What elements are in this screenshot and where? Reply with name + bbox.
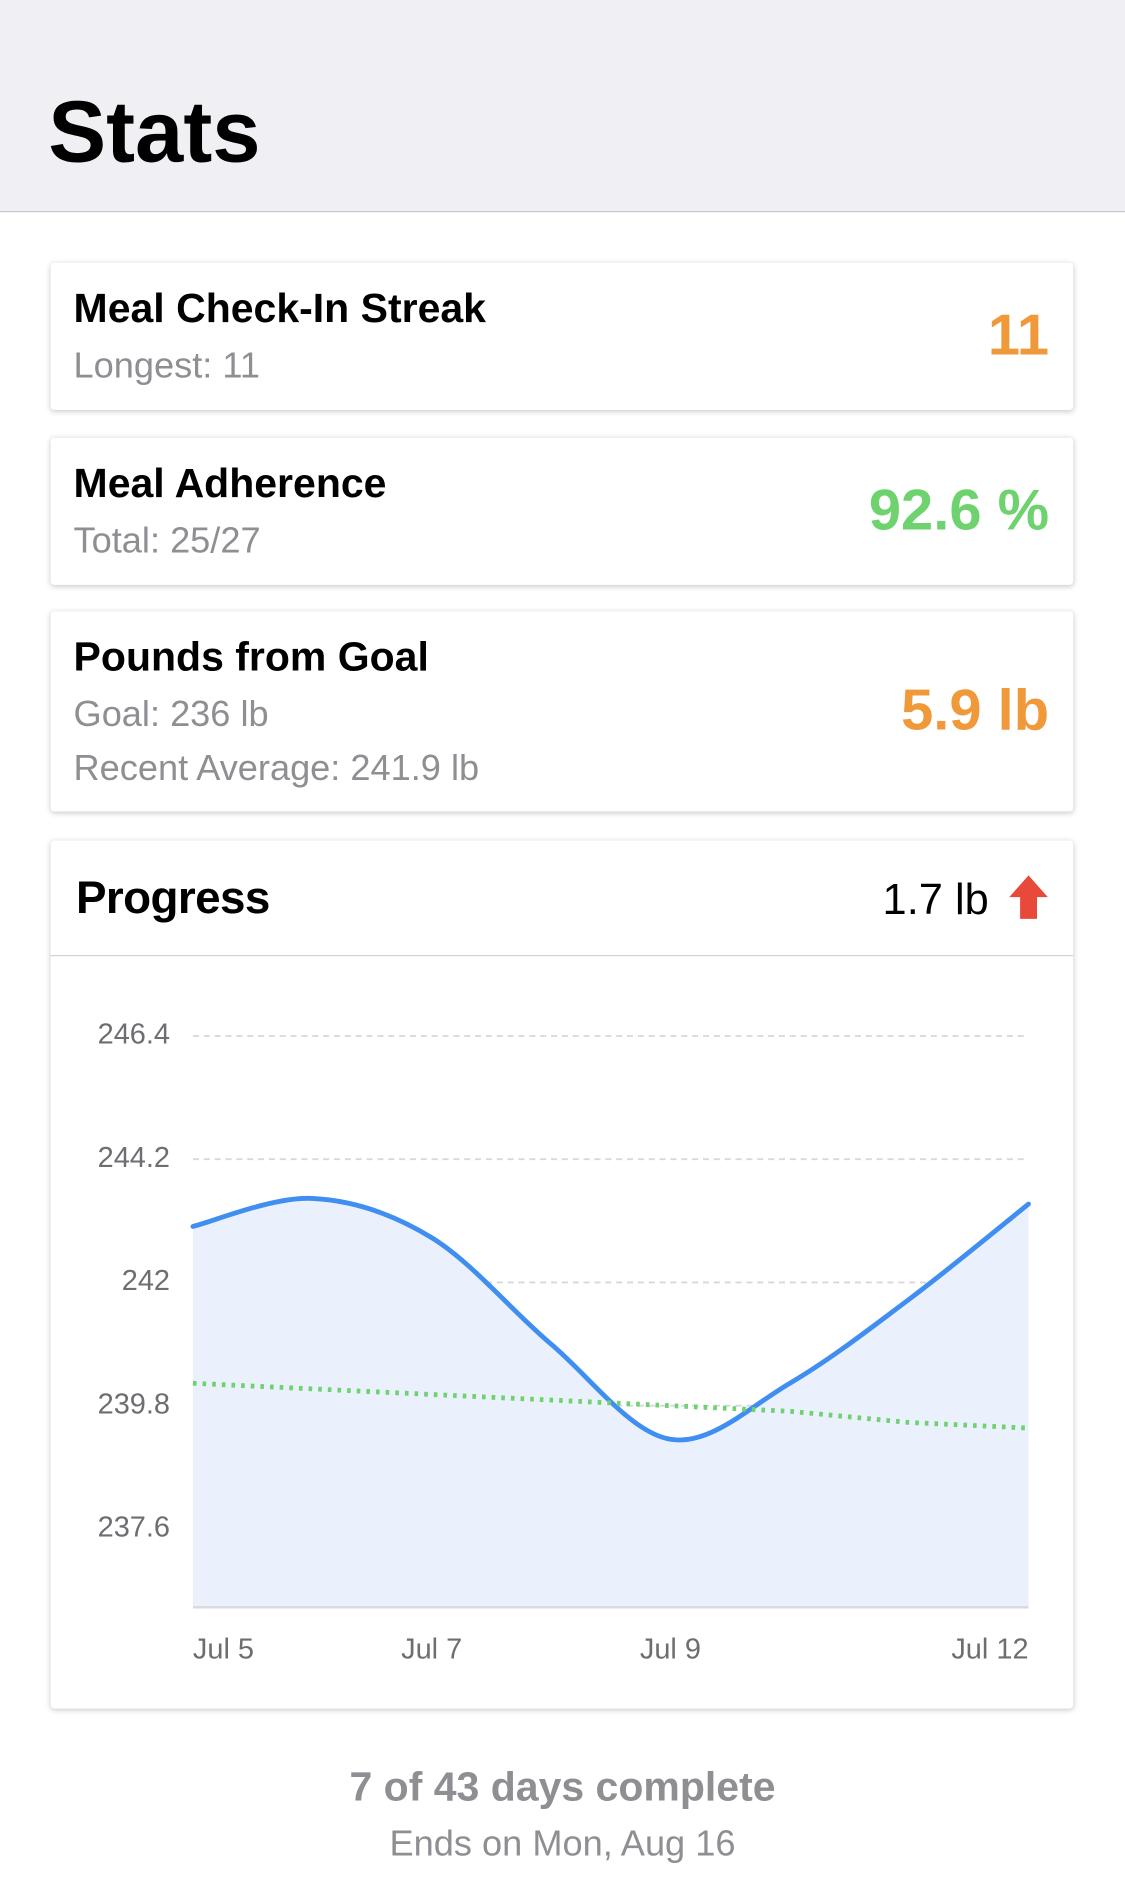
footer-status: 7 of 43 days complete xyxy=(349,1764,776,1810)
chart: 237.6 239.8 242 244.2 246.4 Jul 5 Jul 7 Jul 9 Ju… xyxy=(98,1019,1031,1665)
x-tick-label: Jul 5 xyxy=(193,1633,254,1665)
card-detail: Longest: 11 xyxy=(73,346,260,386)
up-arrow-icon xyxy=(1009,875,1048,919)
trend-line xyxy=(192,1380,1029,1431)
arrow-shape xyxy=(1009,875,1048,919)
y-tick-label: 244.2 xyxy=(98,1142,170,1174)
card-title: Pounds from Goal xyxy=(73,634,429,681)
card-title: Meal Adherence xyxy=(73,460,387,507)
line xyxy=(190,1196,1031,1443)
x-tick-label: Jul 7 xyxy=(401,1633,462,1665)
x-tick-label: Jul 9 xyxy=(640,1633,701,1665)
progress-change: 1.7 lb xyxy=(882,874,989,924)
card-detail: Goal: 236 lb xyxy=(73,694,269,735)
progress-card: Progress 1.7 lb 237.6 239.8 242 244.2 246.4 J… xyxy=(50,840,1074,1709)
y-tick-label: 237.6 xyxy=(98,1512,170,1544)
card-value: 92.6 % xyxy=(868,478,1050,543)
progress-title: Progress xyxy=(75,872,270,924)
footer-end-date: Ends on Mon, Aug 16 xyxy=(389,1824,736,1865)
y-tick-label: 246.4 xyxy=(98,1019,170,1051)
stat-card: Meal Adherence Total: 25/27 92.6 % xyxy=(50,437,1074,585)
card-title: Meal Check-In Streak xyxy=(73,285,486,332)
page-title: Stats xyxy=(48,84,261,181)
card-detail: Recent Average: 241.9 lb xyxy=(73,748,480,789)
x-tick-label: Jul 12 xyxy=(951,1633,1028,1665)
y-tick-label: 239.8 xyxy=(98,1388,170,1420)
nav-header: Stats xyxy=(0,0,1125,213)
card-value: 5.9 lb xyxy=(901,678,1050,743)
card-detail: Total: 25/27 xyxy=(73,520,261,561)
stat-card: Meal Check-In Streak Longest: 11 11 xyxy=(50,262,1074,410)
divider xyxy=(50,954,1074,957)
card-value: 11 xyxy=(987,303,1050,368)
stat-card: Pounds from Goal Goal: 236 lb Recent Avera… xyxy=(50,611,1074,812)
y-tick-label: 242 xyxy=(122,1265,170,1297)
